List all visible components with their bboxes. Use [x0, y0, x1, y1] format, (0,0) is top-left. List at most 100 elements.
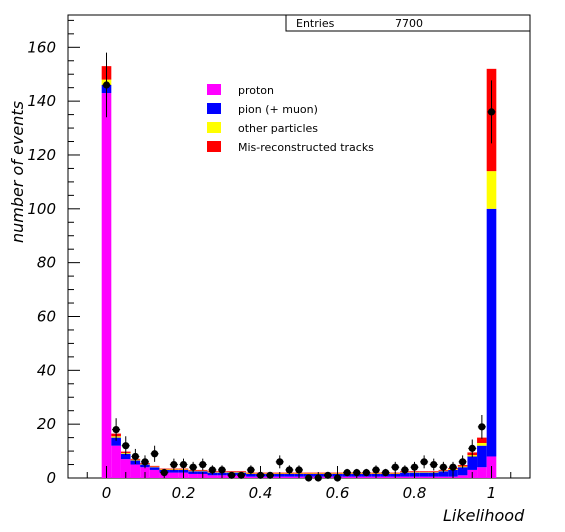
bar-proton-29 [380, 476, 391, 478]
data-point-28 [372, 466, 380, 474]
y-tick-label: 0 [46, 469, 56, 487]
x-tick-label: 0.4 [249, 484, 273, 502]
stats-entries-label: Entries [296, 17, 335, 30]
bar-other-particles-21 [303, 473, 314, 474]
data-point-13 [228, 471, 236, 479]
bar-mis-reconstructed-tracks-39 [477, 437, 487, 444]
data-point-10 [199, 460, 207, 469]
legend-swatch [207, 141, 221, 152]
data-point-1 [112, 425, 120, 434]
x-axis-title: Likelihood [443, 506, 525, 525]
stats-entries-value: 7700 [395, 17, 423, 30]
bar-pion-muon--31 [400, 472, 410, 477]
bar-proton-33 [419, 476, 429, 478]
data-point-0 [102, 81, 111, 89]
bar-proton-9 [188, 473, 198, 478]
legend-label: pion (+ muon) [238, 103, 318, 116]
y-tick-label: 140 [27, 92, 56, 110]
y-tick-label: 60 [37, 307, 56, 325]
bar-pion-muon--37 [457, 467, 468, 476]
bar-proton-7 [169, 472, 179, 478]
x-tick-label: 0.2 [172, 484, 196, 502]
data-point-3 [131, 452, 139, 461]
bar-pion-muon--1 [111, 437, 121, 446]
bar-proton-15 [246, 476, 256, 478]
data-point-17 [266, 471, 274, 479]
bar-proton-35 [438, 476, 449, 478]
legend: proton pion (+ muon) other particles Mis-re… [207, 84, 374, 154]
bar-pion-muon--40 [486, 208, 497, 457]
bar-pion-muon--35 [438, 471, 449, 477]
y-tick-label: 40 [37, 361, 56, 379]
bar-mis-reconstructed-tracks-13 [226, 471, 237, 473]
bar-other-particles-5 [149, 466, 160, 468]
data-point-12 [218, 466, 226, 474]
y-tick-label: 80 [37, 254, 56, 272]
data-point-37 [459, 458, 467, 466]
x-tick-label: 0 [102, 484, 112, 502]
bar-proton-11 [207, 475, 218, 478]
bar-proton-5 [149, 469, 160, 478]
bar-pion-muon--38 [467, 456, 478, 470]
data-point-30 [391, 463, 399, 471]
bar-pion-muon--15 [246, 473, 256, 477]
bar-mis-reconstructed-tracks-14 [236, 471, 247, 473]
data-point-19 [285, 466, 293, 474]
legend-swatch [207, 84, 221, 95]
bar-pion-muon--19 [284, 473, 295, 477]
plot-frame [67, 14, 531, 479]
bar-proton-1 [111, 445, 121, 478]
data-point-5 [151, 450, 159, 458]
data-point-36 [449, 463, 457, 471]
bar-proton-19 [284, 476, 295, 478]
y-tick-label: 160 [27, 38, 56, 56]
data-point-34 [430, 460, 438, 469]
bar-pion-muon--7 [169, 469, 179, 473]
bar-pion-muon--2 [120, 453, 131, 460]
bar-other-particles-39 [477, 443, 487, 446]
y-tick-label: 120 [27, 146, 56, 164]
data-point-23 [324, 471, 332, 479]
bar-pion-muon--5 [149, 467, 160, 470]
legend-label: proton [238, 84, 274, 97]
bar-mis-reconstructed-tracks-33 [419, 471, 429, 473]
data-point-25 [343, 469, 351, 477]
data-point-7 [170, 460, 178, 469]
bar-pion-muon--33 [419, 472, 429, 477]
data-point-40 [487, 108, 496, 116]
data-point-9 [189, 463, 197, 471]
x-tick-label: 0.8 [403, 484, 427, 502]
y-tick-label: 20 [37, 415, 56, 433]
bar-proton-37 [457, 475, 468, 478]
legend-label: Mis-reconstructed tracks [238, 141, 374, 154]
bar-proton-3 [130, 464, 141, 478]
data-point-21 [305, 474, 313, 482]
data-point-20 [295, 466, 303, 474]
bar-proton-2 [120, 459, 131, 478]
data-point-31 [401, 466, 409, 474]
legend-label: other particles [238, 122, 318, 135]
data-point-35 [439, 463, 447, 471]
bar-other-particles-40 [486, 171, 497, 209]
data-point-39 [478, 423, 486, 431]
data-point-8 [179, 460, 188, 469]
bar-proton-27 [361, 476, 372, 478]
legend-swatch [207, 122, 221, 133]
data-point-27 [362, 469, 370, 477]
y-tick-label: 100 [27, 200, 56, 218]
bar-proton-39 [477, 467, 487, 478]
bar-mis-reconstructed-tracks-5 [149, 465, 160, 467]
bar-mis-reconstructed-tracks-21 [303, 472, 314, 474]
bar-pion-muon--39 [477, 445, 487, 468]
data-point-29 [382, 469, 390, 477]
bar-proton-0 [101, 93, 112, 478]
y-axis: 0 20 40 60 80 100 120 140 160 [27, 19, 80, 487]
data-point-38 [468, 444, 476, 452]
y-axis-title: number of events [8, 101, 27, 243]
stats-box: Entries 7700 [285, 14, 531, 32]
bar-proton-31 [400, 476, 410, 478]
data-point-33 [420, 458, 428, 466]
bar-mis-reconstructed-tracks-34 [428, 471, 439, 473]
data-point-4 [141, 458, 149, 466]
